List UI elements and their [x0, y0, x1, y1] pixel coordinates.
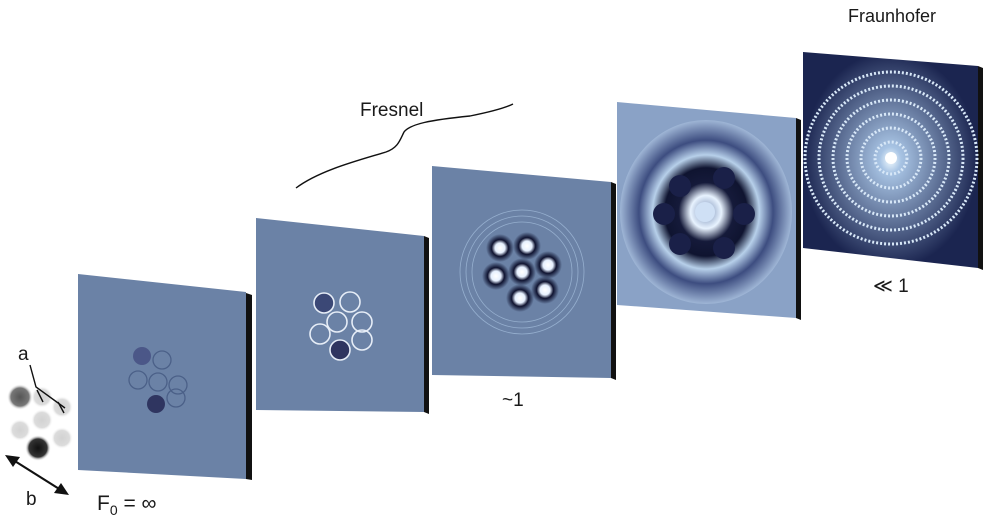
panel-5-rings	[803, 70, 979, 246]
dimension-a-tick	[36, 389, 44, 403]
diffraction-ring	[817, 84, 965, 232]
aperture-dot	[9, 419, 31, 441]
dark-lobe	[713, 237, 735, 259]
label-a: a	[18, 344, 29, 365]
panel-1-edge	[246, 293, 252, 480]
aperture-dot	[31, 409, 53, 431]
panel-1-apertures	[128, 347, 188, 413]
bright-spot	[513, 232, 541, 260]
panel-5-edge	[978, 66, 983, 270]
aperture-dot	[7, 384, 33, 410]
panel-1-geometric	[78, 274, 252, 480]
aperture-outline	[152, 350, 172, 370]
label-fraunhofer: Fraunhofer	[848, 6, 936, 26]
panel-4-satellites	[653, 167, 755, 259]
aperture-outline	[166, 388, 186, 408]
source-aperture	[7, 384, 73, 461]
aperture-ring	[309, 323, 331, 345]
label-fresnel: Fresnel	[360, 100, 423, 121]
dimension-a-tick	[57, 401, 65, 414]
aperture-ring	[326, 311, 348, 333]
dimension-b: b	[5, 455, 69, 510]
f0-letter: F	[97, 492, 110, 515]
bright-spot	[482, 262, 510, 290]
label-b: b	[26, 489, 37, 510]
panel-2-apertures	[309, 291, 373, 361]
aperture-outline	[168, 375, 188, 395]
aperture-outline	[128, 370, 148, 390]
panel-4-transition	[617, 102, 801, 320]
bright-spot	[486, 234, 514, 262]
aperture-outline	[147, 395, 165, 413]
fringe-ring	[471, 221, 573, 323]
diffraction-ring	[873, 140, 909, 176]
panel-4-edge	[796, 118, 801, 320]
panel-2-plate	[256, 218, 424, 412]
bright-spot	[531, 276, 559, 304]
aperture-dot	[25, 435, 51, 461]
dark-lobe	[713, 167, 735, 189]
panel-2-edge	[424, 236, 429, 414]
arrow-head-up-left	[5, 455, 20, 467]
diffraction-ring	[845, 112, 937, 204]
panel-3-fringes	[459, 209, 585, 335]
dimension-b-line	[9, 457, 65, 493]
aperture-outline	[148, 372, 168, 392]
panel-1-plate	[78, 274, 246, 479]
dimension-a: a	[18, 344, 66, 414]
f0-subscript: 0	[110, 502, 118, 518]
panel-2-near-field	[256, 218, 429, 414]
aperture-ring	[329, 339, 351, 361]
label-approx-one: ~1	[502, 390, 524, 411]
central-peak	[885, 152, 897, 164]
diffraction-ring	[859, 126, 923, 190]
label-much-less-one: ≪ 1	[873, 276, 909, 297]
fresnel-brace	[295, 103, 514, 189]
aperture-outline	[133, 347, 151, 365]
bright-spot	[506, 284, 534, 312]
aperture-dot	[51, 396, 73, 418]
bright-spot	[508, 258, 536, 286]
panel-3-fresnel	[432, 166, 616, 380]
aperture-dot	[31, 386, 53, 408]
bright-spot	[534, 251, 562, 279]
diffraction-ring	[803, 70, 979, 246]
central-spot	[695, 202, 715, 222]
panel-3-edge	[611, 182, 616, 380]
f0-equals-infinity: = ∞	[118, 492, 157, 515]
fringe-ring	[459, 209, 585, 335]
aperture-dot	[51, 427, 73, 449]
dark-lobe	[733, 203, 755, 225]
dark-lobe	[669, 175, 691, 197]
diffraction-ring	[831, 98, 951, 218]
dark-lobe	[653, 203, 675, 225]
aperture-ring	[351, 329, 373, 351]
aperture-ring	[351, 311, 373, 333]
panel-3-spots	[482, 232, 562, 312]
label-f0: F0 = ∞	[97, 492, 157, 518]
fringe-ring	[465, 215, 579, 329]
dark-lobe	[669, 233, 691, 255]
arrow-head-down-right	[54, 483, 69, 495]
aperture-ring	[313, 292, 335, 314]
panel-5-fraunhofer	[803, 52, 983, 270]
dimension-a-leader	[29, 364, 66, 409]
aperture-ring	[339, 291, 361, 313]
